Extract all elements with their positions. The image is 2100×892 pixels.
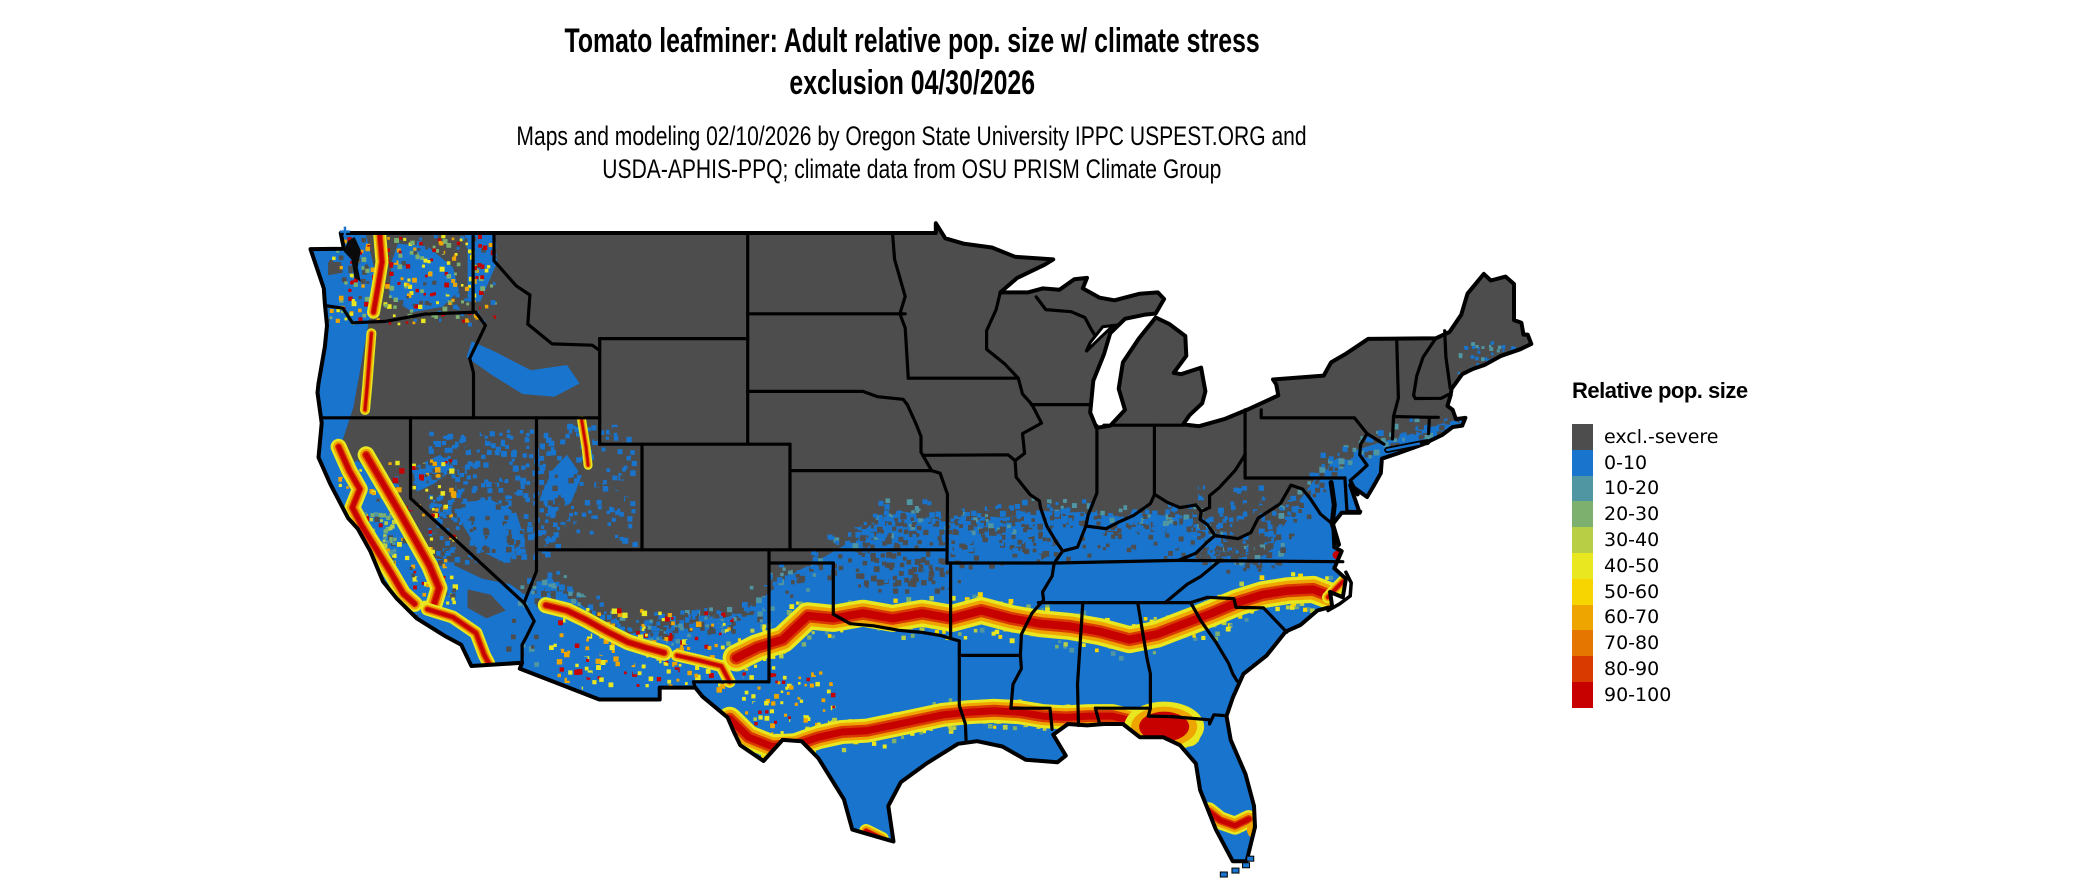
florida-keys-island — [1219, 871, 1228, 878]
state-borders — [320, 231, 1452, 743]
legend-label: 60-70 — [1604, 606, 1660, 629]
legend-item: 70-80 — [1572, 630, 1748, 657]
map-subtitle-line1: Maps and modeling 02/10/2026 by Oregon S… — [516, 121, 1308, 151]
legend: Relative pop. size excl.-severe 0-10 10-20… — [1572, 378, 1748, 708]
green-bay — [1084, 323, 1118, 353]
map-subtitle: Maps and modeling 02/10/2026 by Oregon S… — [0, 120, 1824, 186]
florida-keys-island — [1246, 855, 1255, 862]
legend-label: 20-30 — [1604, 503, 1660, 526]
coastal-water-details — [339, 226, 1431, 878]
us-outline — [308, 221, 1534, 864]
legend-label: 90-100 — [1604, 683, 1672, 706]
legend-label: 40-50 — [1604, 554, 1660, 577]
florida-keys-island — [1242, 862, 1251, 869]
legend-item: 40-50 — [1572, 552, 1748, 579]
legend-label: 70-80 — [1604, 632, 1660, 655]
map-title-line2: exclusion 04/30/2026 — [789, 64, 1035, 102]
map-title-line1: Tomato leafminer: Adult relative pop. si… — [564, 22, 1260, 60]
legend-label: 80-90 — [1604, 658, 1660, 681]
legend-item: 60-70 — [1572, 604, 1748, 631]
legend-label: 0-10 — [1604, 451, 1648, 474]
outer-banks — [1326, 570, 1353, 613]
legend-item: 0-10 — [1572, 449, 1748, 476]
long-island-fill — [1385, 442, 1421, 452]
legend-item: excl.-severe — [1572, 424, 1748, 450]
map-subtitle-line2: USDA-APHIS-PPQ; climate data from OSU PR… — [602, 154, 1222, 184]
legend-item: 20-30 — [1572, 501, 1748, 528]
legend-swatch — [1572, 604, 1593, 631]
san-juan-marker — [339, 226, 350, 237]
legend-swatch — [1572, 578, 1593, 605]
florida-keys-island — [1231, 867, 1240, 874]
delaware-bay — [1349, 480, 1360, 497]
legend-swatch — [1572, 552, 1593, 579]
legend-title: Relative pop. size — [1572, 378, 1748, 403]
legend-item: 80-90 — [1572, 656, 1748, 682]
legend-swatch — [1572, 449, 1593, 476]
legend-swatch — [1572, 630, 1593, 657]
legend-swatch — [1572, 527, 1593, 553]
legend-item: 30-40 — [1572, 527, 1748, 553]
puget-sound — [343, 237, 361, 282]
chesapeake-bay — [1328, 480, 1341, 547]
legend-swatch — [1572, 681, 1593, 708]
legend-swatch — [1572, 656, 1593, 682]
legend-item: 90-100 — [1572, 681, 1748, 708]
legend-item: 10-20 — [1572, 475, 1748, 502]
legend-item: 50-60 — [1572, 578, 1748, 605]
legend-label: excl.-severe — [1604, 425, 1719, 448]
legend-swatch — [1572, 424, 1593, 450]
legend-label: 10-20 — [1604, 477, 1660, 500]
legend-label: 50-60 — [1604, 580, 1660, 603]
legend-swatch — [1572, 501, 1593, 528]
legend-label: 30-40 — [1604, 529, 1660, 552]
title-block: Tomato leafminer: Adult relative pop. si… — [0, 20, 1824, 186]
legend-swatch — [1572, 475, 1593, 502]
legend-rows: excl.-severe 0-10 10-20 20-30 30-40 40-50 50-6… — [1572, 424, 1748, 708]
